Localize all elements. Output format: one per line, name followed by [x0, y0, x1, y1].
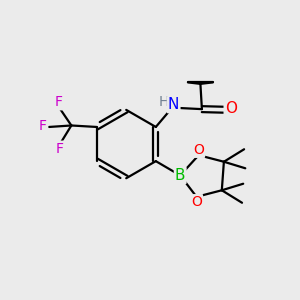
Text: F: F	[39, 119, 47, 134]
Text: O: O	[191, 195, 202, 209]
Text: O: O	[193, 143, 204, 157]
Text: H: H	[159, 95, 169, 109]
Text: O: O	[225, 101, 237, 116]
Text: F: F	[54, 95, 62, 109]
Text: B: B	[175, 168, 185, 183]
Text: F: F	[56, 142, 64, 156]
Text: N: N	[168, 97, 179, 112]
